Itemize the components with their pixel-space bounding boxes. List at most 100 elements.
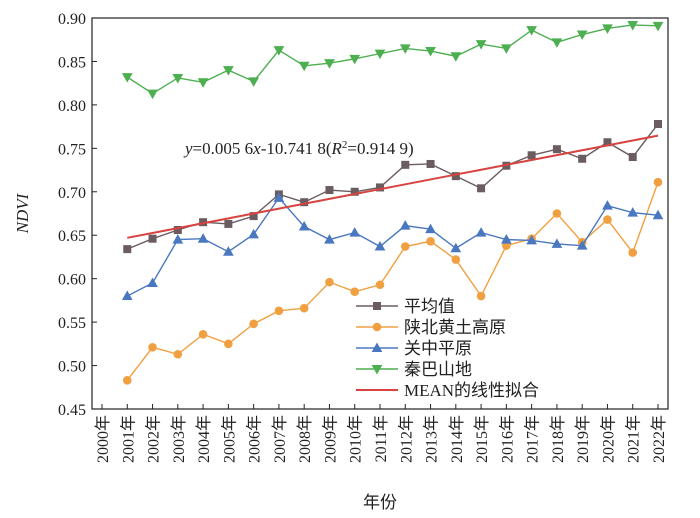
- marker: [172, 234, 184, 244]
- marker: [122, 376, 132, 385]
- y-tick-label: 0.70: [58, 185, 86, 202]
- marker: [374, 240, 386, 251]
- legend-label: 秦巴山地: [404, 360, 472, 379]
- marker: [425, 223, 436, 234]
- marker: [173, 349, 183, 359]
- marker: [325, 186, 334, 195]
- marker: [501, 44, 512, 54]
- marker: [299, 303, 309, 313]
- legend-label: 关中平原: [404, 339, 472, 358]
- y-tick-label: 0.90: [58, 11, 86, 28]
- marker: [371, 365, 383, 375]
- marker: [603, 215, 612, 224]
- marker: [172, 73, 184, 84]
- legend-label: 陕北黄土高原: [404, 318, 506, 337]
- y-tick-label: 0.55: [58, 315, 86, 332]
- x-tick-label: 2007年: [271, 415, 289, 463]
- marker: [273, 192, 285, 202]
- marker: [551, 38, 563, 48]
- marker: [628, 248, 638, 257]
- y-tick-label: 0.60: [58, 272, 86, 289]
- marker: [578, 154, 587, 163]
- marker: [374, 49, 386, 60]
- x-tick-label: 2006年: [246, 415, 264, 463]
- marker: [399, 44, 411, 54]
- marker: [628, 153, 637, 162]
- x-tick-label: 2012年: [397, 415, 415, 463]
- marker: [274, 306, 284, 316]
- marker: [248, 228, 259, 239]
- marker: [450, 52, 462, 62]
- x-tick-label: 2000年: [94, 415, 112, 463]
- marker: [450, 242, 462, 253]
- marker: [475, 40, 487, 50]
- x-axis-label: 年份: [363, 493, 397, 512]
- x-tick-label: 2010年: [347, 415, 365, 463]
- marker: [173, 226, 182, 235]
- marker: [324, 234, 335, 244]
- marker: [223, 66, 234, 76]
- marker: [371, 342, 383, 352]
- equation-part: 2: [342, 139, 348, 151]
- x-tick-label: 2011年: [372, 415, 390, 462]
- y-tick-label: 0.65: [58, 228, 86, 245]
- marker: [147, 89, 158, 100]
- marker: [375, 280, 385, 290]
- marker: [123, 245, 132, 254]
- marker: [373, 302, 381, 310]
- x-tick-label: 2020年: [599, 415, 617, 463]
- x-tick-label: 2022年: [650, 415, 668, 463]
- marker: [121, 73, 133, 83]
- marker: [426, 159, 435, 168]
- equation-part: -10.741 8(: [261, 139, 332, 158]
- marker: [552, 145, 561, 154]
- marker: [298, 61, 310, 72]
- marker: [501, 234, 512, 244]
- y-tick-label: 0.75: [58, 141, 86, 158]
- marker: [298, 221, 310, 231]
- marker: [349, 227, 361, 237]
- marker: [324, 59, 335, 69]
- marker: [350, 187, 359, 196]
- x-tick-label: 2004年: [195, 415, 213, 463]
- marker: [627, 207, 639, 217]
- marker: [372, 322, 382, 332]
- marker: [426, 237, 435, 246]
- y-tick-label: 0.80: [58, 98, 86, 115]
- marker: [223, 246, 234, 256]
- x-tick-label: 2009年: [321, 415, 339, 463]
- x-tick-label: 2019年: [574, 415, 592, 463]
- legend-label: MEAN的线性拟合: [404, 381, 539, 400]
- equation-part: =0.914 9): [347, 139, 413, 158]
- marker: [148, 234, 157, 243]
- marker: [197, 78, 209, 88]
- x-tick-label: 2002年: [145, 415, 163, 463]
- marker: [147, 277, 158, 288]
- equation-part: y: [183, 139, 193, 158]
- x-tick-label: 2016年: [498, 415, 516, 463]
- marker: [197, 233, 209, 243]
- marker: [248, 77, 259, 87]
- marker: [476, 291, 486, 301]
- marker: [325, 277, 334, 287]
- x-tick-label: 2001年: [119, 415, 137, 463]
- series-line: [127, 123, 659, 250]
- x-tick-label: 2005年: [220, 415, 238, 463]
- marker: [602, 24, 613, 34]
- marker: [526, 26, 537, 36]
- marker: [526, 234, 537, 245]
- marker: [627, 20, 639, 31]
- marker: [527, 151, 536, 160]
- marker: [224, 339, 233, 349]
- marker: [654, 120, 662, 129]
- y-tick-label: 0.85: [58, 54, 86, 71]
- marker: [425, 47, 436, 57]
- marker: [551, 238, 563, 248]
- marker: [224, 219, 233, 228]
- x-tick-label: 2014年: [448, 415, 466, 463]
- marker: [399, 220, 411, 230]
- series-line: [126, 196, 659, 297]
- series-line: [126, 181, 659, 381]
